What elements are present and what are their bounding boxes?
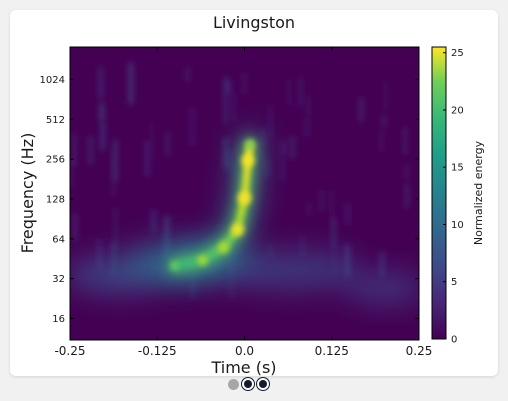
noise-streak bbox=[306, 95, 310, 115]
chirp-signal bbox=[161, 131, 264, 279]
noise-streak bbox=[287, 79, 291, 106]
noise-streak bbox=[128, 62, 134, 105]
chirp-point bbox=[245, 139, 255, 150]
noise-streak bbox=[404, 164, 409, 179]
chirp-point bbox=[197, 255, 208, 266]
x-tick-label: -0.25 bbox=[54, 344, 85, 358]
noise-streak bbox=[98, 75, 102, 95]
noise-streak bbox=[185, 67, 190, 82]
noise-streak bbox=[223, 137, 229, 169]
y-axis-label: Frequency (Hz) bbox=[18, 133, 37, 254]
noise-streak bbox=[304, 118, 310, 137]
noise-streak bbox=[231, 93, 235, 123]
noise-streak bbox=[280, 142, 285, 181]
noise-streak bbox=[113, 140, 118, 181]
noise-streak bbox=[268, 105, 273, 138]
noise-streak bbox=[260, 128, 266, 146]
noise-streak bbox=[405, 183, 409, 208]
noise-streak bbox=[359, 97, 364, 122]
colorbar-tick-label: 5 bbox=[451, 277, 457, 288]
noise-streak bbox=[114, 207, 117, 250]
colorbar-tick-label: 0 bbox=[451, 335, 457, 346]
noise-streak bbox=[223, 77, 228, 124]
spectrogram-image bbox=[70, 47, 419, 340]
y-tick-label: 32 bbox=[52, 274, 65, 285]
noise-streak bbox=[290, 136, 295, 159]
chirp-point bbox=[217, 241, 230, 254]
carousel-dot-3[interactable] bbox=[257, 378, 269, 390]
colorbar-tick-label: 20 bbox=[451, 105, 464, 116]
noise-streak bbox=[190, 108, 194, 146]
colorbar bbox=[431, 46, 447, 340]
y-tick-label: 256 bbox=[46, 155, 65, 166]
noise-streak bbox=[282, 138, 286, 154]
noise-streak bbox=[70, 159, 73, 188]
y-tick-label: 128 bbox=[46, 194, 65, 205]
noise-streak bbox=[164, 215, 170, 258]
y-tick-label: 64 bbox=[52, 234, 65, 245]
carousel-dot-2[interactable] bbox=[242, 378, 254, 390]
colorbar-tick-label: 10 bbox=[451, 220, 464, 231]
chirp-point bbox=[170, 261, 180, 271]
noise-streak bbox=[320, 189, 324, 212]
noise-streak bbox=[227, 149, 231, 172]
x-tick-label: 0.125 bbox=[315, 344, 349, 358]
noise-streak bbox=[150, 121, 153, 161]
noise-streak bbox=[300, 235, 305, 256]
noise-streak bbox=[379, 251, 385, 277]
noise-streak bbox=[330, 190, 333, 222]
colorbar-ticks: 0 5 10 15 20 25 bbox=[443, 48, 464, 346]
noise-streak bbox=[100, 123, 105, 151]
x-axis-ticks: -0.25 -0.125 0.0 0.125 0.25 bbox=[54, 47, 432, 358]
y-tick-label: 16 bbox=[52, 314, 65, 325]
noise-streak bbox=[331, 218, 336, 249]
noise-streak bbox=[403, 126, 407, 155]
x-tick-label: 0.0 bbox=[235, 344, 254, 358]
noise-streak bbox=[227, 80, 231, 94]
chart-title: Livingston bbox=[213, 13, 295, 32]
colorbar-tick-label: 25 bbox=[451, 48, 464, 59]
noise-streak bbox=[299, 77, 303, 107]
chirp-point bbox=[231, 223, 244, 237]
x-tick-label: 0.25 bbox=[406, 344, 433, 358]
carousel-pagination bbox=[228, 376, 269, 392]
noise-streak bbox=[145, 140, 150, 177]
noise-streak bbox=[384, 82, 387, 110]
y-tick-label: 512 bbox=[46, 115, 65, 126]
noise-streak bbox=[72, 213, 78, 242]
carousel-dot-1[interactable] bbox=[228, 378, 239, 390]
noise-streak bbox=[88, 135, 94, 165]
colorbar-tick-label: 15 bbox=[451, 163, 464, 174]
noise-streak bbox=[307, 203, 311, 216]
chirp-point bbox=[237, 191, 252, 205]
noise-streak bbox=[166, 132, 169, 156]
noise-streak bbox=[265, 159, 268, 178]
noise-streak bbox=[380, 130, 383, 152]
noise-streak bbox=[100, 104, 105, 121]
y-axis-ticks: 16 32 64 128 256 512 1024 bbox=[40, 75, 419, 325]
background-noise bbox=[70, 62, 409, 299]
x-axis-label: Time (s) bbox=[210, 358, 276, 377]
y-tick-label: 1024 bbox=[40, 75, 65, 86]
noise-streak bbox=[382, 114, 386, 128]
noise-streak bbox=[72, 133, 76, 167]
noise-streak bbox=[151, 209, 156, 233]
chirp-point bbox=[241, 154, 255, 167]
noise-streak bbox=[97, 247, 103, 268]
noise-streak bbox=[242, 72, 246, 95]
x-tick-label: -0.125 bbox=[138, 344, 177, 358]
noise-streak bbox=[345, 203, 350, 226]
colorbar-label: Normalized energy bbox=[472, 140, 485, 245]
